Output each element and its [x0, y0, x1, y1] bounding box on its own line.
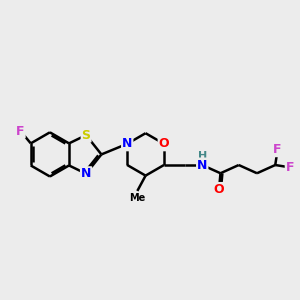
Text: F: F: [273, 143, 282, 156]
Text: N: N: [197, 158, 207, 172]
Text: S: S: [82, 129, 91, 142]
Text: N: N: [122, 137, 132, 150]
Text: F: F: [16, 124, 25, 137]
Text: O: O: [159, 137, 169, 150]
Text: F: F: [286, 161, 294, 174]
Text: H: H: [198, 151, 207, 161]
Text: N: N: [81, 167, 91, 180]
Text: Me: Me: [129, 193, 146, 203]
Text: O: O: [214, 183, 224, 196]
